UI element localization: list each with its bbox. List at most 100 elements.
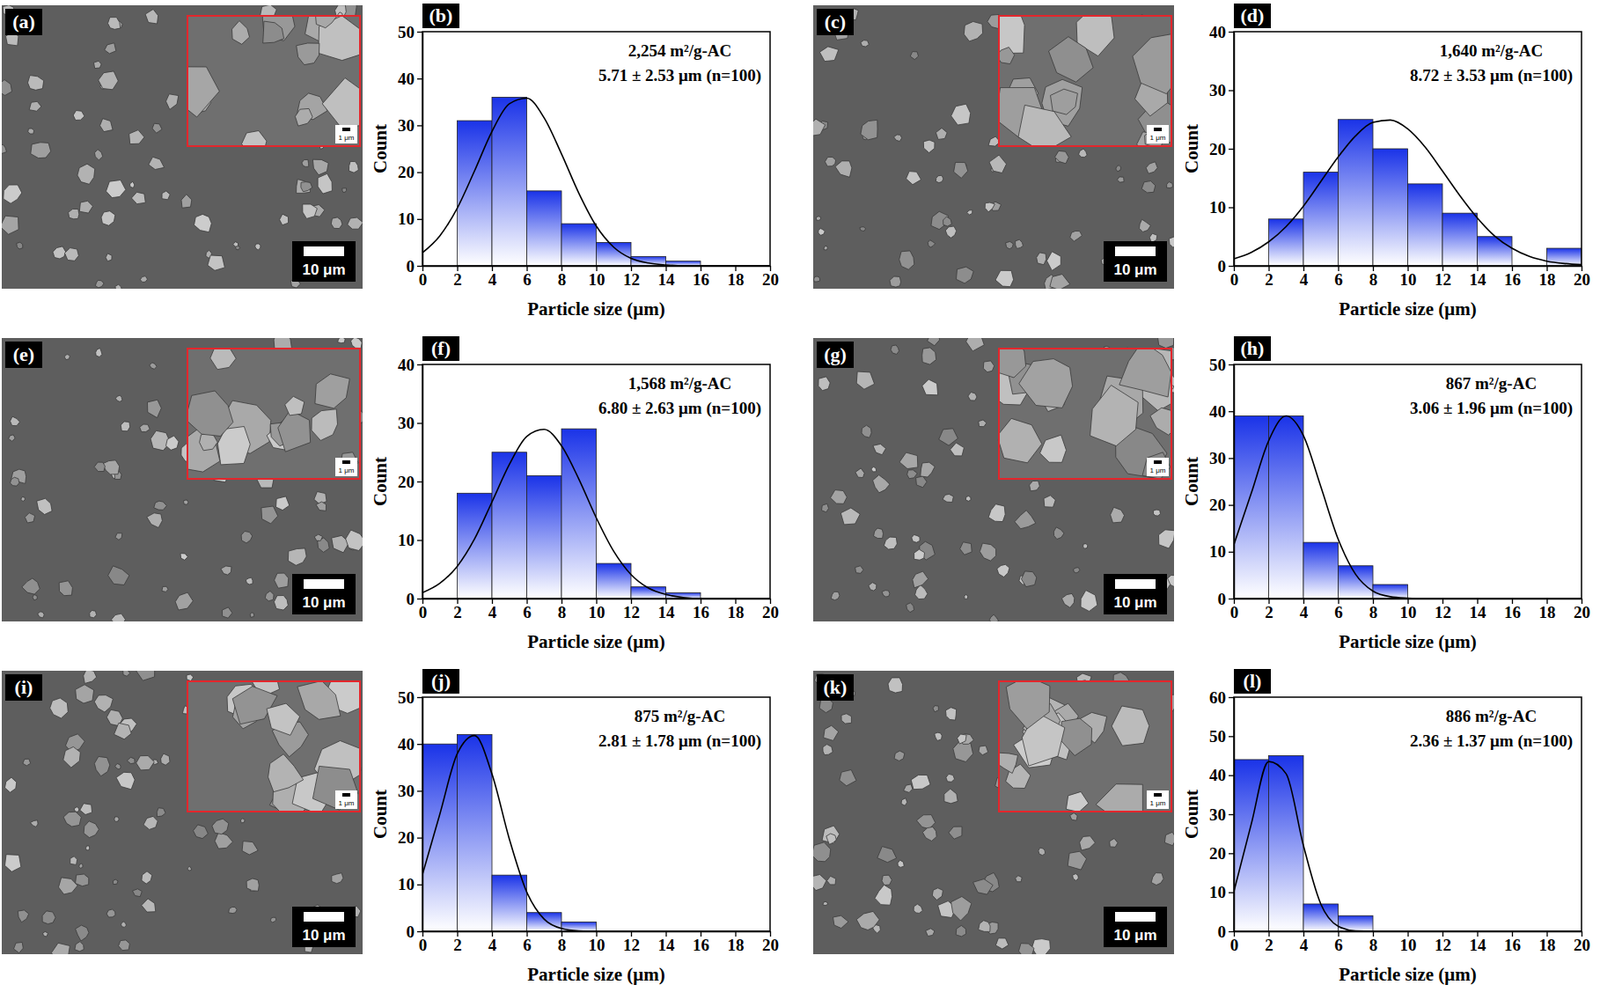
y-axis-title: Count [369, 124, 391, 174]
x-axis-title: Particle size (μm) [527, 963, 666, 985]
y-tick: 40 [397, 734, 423, 754]
sem-particle [266, 703, 301, 735]
y-tick-mark [1228, 551, 1234, 553]
x-tick: 16 [692, 598, 710, 622]
sem-particle [322, 78, 360, 128]
y-tick-label: 30 [397, 413, 415, 433]
sem-particle [315, 374, 350, 409]
y-tick-mark [1228, 265, 1234, 267]
plot-frame [422, 31, 771, 266]
inset-scale-label: 1 μm [338, 466, 355, 475]
sem-particle [75, 924, 89, 941]
x-tick: 10 [588, 265, 606, 289]
panel-letter-box [1233, 336, 1271, 361]
x-tick-label: 18 [1539, 270, 1556, 289]
sem-particle [978, 419, 987, 427]
sem-particle [106, 909, 116, 918]
sem-particle [94, 695, 113, 712]
annotation: 6.80 ± 2.63 μm (n=100) [598, 398, 762, 419]
sem-particle [1141, 181, 1156, 193]
sem-particle [899, 452, 918, 469]
sem-particle [120, 421, 131, 432]
scale-box [292, 241, 356, 282]
sem-particle [94, 756, 111, 777]
x-axis-title: Particle size (μm) [527, 631, 666, 653]
plot-area [1233, 119, 1582, 266]
x-tick-label: 8 [557, 602, 567, 622]
scale-box [1103, 573, 1167, 615]
bar [527, 475, 563, 599]
sem-particle [29, 101, 42, 111]
sem-particle [1145, 161, 1158, 174]
sem-particle [148, 156, 165, 169]
scale-bar [1115, 911, 1156, 922]
plot-frame [422, 697, 771, 932]
panel-letter-box [816, 674, 854, 701]
y-tick-label: 10 [1209, 542, 1226, 561]
sem-particle [881, 590, 890, 597]
scale-box [1103, 241, 1167, 282]
sem-particle [1168, 236, 1175, 248]
x-tick-label: 6 [1334, 270, 1344, 289]
inset-scale-box [1146, 790, 1169, 809]
y-tick-label: 40 [397, 734, 415, 754]
x-tick: 16 [692, 931, 710, 955]
x-axis-title: Particle size (μm) [1338, 631, 1477, 653]
panel-letter-box [422, 336, 460, 361]
sem-particle [75, 684, 95, 704]
annotation: 5.71 ± 2.53 μm (n=100) [598, 66, 762, 86]
plot-frame [1233, 31, 1582, 266]
sem-particle [1164, 831, 1175, 845]
sem-particle [294, 108, 313, 126]
x-tick: 10 [1400, 265, 1417, 289]
x-tick: 12 [1434, 931, 1452, 955]
x-tick-label: 4 [1299, 602, 1309, 622]
sem-particle [830, 490, 848, 505]
x-tick-label: 4 [488, 270, 498, 289]
x-tick-label: 14 [1469, 602, 1488, 622]
sem-texture [1, 5, 363, 289]
y-axis-line [422, 697, 425, 933]
sem-particle [1090, 385, 1139, 447]
x-tick: 16 [1504, 265, 1521, 289]
sem-particle [276, 496, 290, 511]
y-tick: 20 [1209, 844, 1234, 863]
sem-particle [73, 110, 85, 121]
sem-particle [136, 755, 155, 771]
sem-particle [1079, 836, 1096, 851]
x-tick: 8 [1369, 265, 1379, 289]
sem-particle [1151, 873, 1164, 886]
sem-particle [1139, 219, 1152, 232]
sem-particle [1036, 252, 1047, 265]
y-axis: 0102030405060 [1209, 688, 1235, 941]
sem-particle [860, 40, 870, 47]
panel-letter-box [1233, 668, 1271, 694]
sem-particle [856, 910, 880, 930]
y-axis: 01020304050 [397, 688, 424, 941]
x-tick-label: 18 [727, 935, 745, 955]
sem-particle [903, 784, 913, 793]
y-tick-mark [417, 697, 423, 698]
y-tick-mark [1228, 364, 1234, 366]
sem-particle [1046, 251, 1061, 272]
sem-particle [960, 542, 973, 556]
x-tick-label: 10 [1400, 270, 1417, 289]
sem-particle [115, 395, 123, 402]
sem-particle [1061, 593, 1074, 608]
sem-particle [906, 171, 922, 185]
y-tick: 10 [397, 874, 423, 894]
y-axis-title: Count [369, 456, 391, 507]
sem-particle [207, 255, 226, 271]
y-tick: 20 [397, 828, 423, 847]
x-tick-label: 10 [588, 602, 606, 622]
sem-particle [222, 607, 233, 618]
y-tick: 0 [406, 589, 424, 609]
sem-particle [345, 529, 363, 551]
panel-letter-box [422, 668, 460, 694]
sem-particle [983, 360, 994, 373]
sem-particle [925, 928, 935, 937]
panel-letter: (b) [429, 4, 454, 27]
sem-particle [978, 745, 989, 756]
sem-particle [888, 677, 903, 693]
y-tick: 40 [1209, 765, 1234, 785]
